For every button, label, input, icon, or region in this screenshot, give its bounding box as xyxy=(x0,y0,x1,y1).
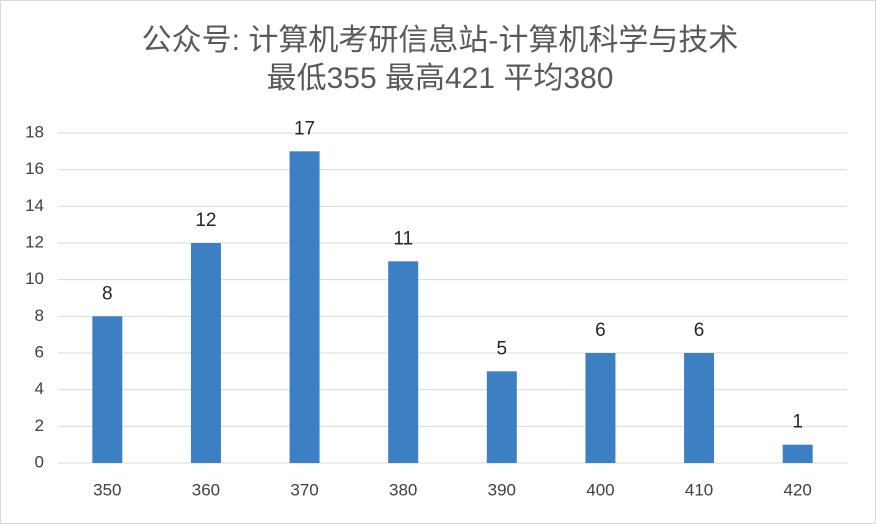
value-label: 5 xyxy=(497,338,508,359)
value-label: 12 xyxy=(195,210,216,231)
y-tick-label: 14 xyxy=(25,196,44,215)
chart-title: 公众号: 计算机考研信息站-计算机科学与技术 xyxy=(142,24,739,57)
x-tick-label: 350 xyxy=(93,480,121,499)
y-tick-label: 16 xyxy=(25,159,44,178)
bar xyxy=(92,316,123,463)
bar xyxy=(782,444,813,463)
x-tick-label: 360 xyxy=(192,480,220,499)
x-tick-label: 380 xyxy=(389,480,417,499)
value-label: 11 xyxy=(393,228,413,249)
bar xyxy=(486,371,517,463)
y-tick-label: 2 xyxy=(35,416,44,435)
chart-subtitle: 最低355 最高421 平均380 xyxy=(267,62,614,95)
y-tick-label: 0 xyxy=(35,452,44,471)
bar xyxy=(289,151,320,464)
x-tick-label: 410 xyxy=(685,480,713,499)
x-tick-label: 400 xyxy=(586,480,614,499)
bar xyxy=(684,353,715,463)
bar xyxy=(585,353,616,463)
y-tick-label: 8 xyxy=(35,306,44,325)
y-tick-label: 18 xyxy=(25,122,44,141)
y-tick-label: 4 xyxy=(35,379,44,398)
y-tick-label: 12 xyxy=(25,232,44,251)
value-label: 1 xyxy=(792,412,803,433)
y-tick-label: 10 xyxy=(25,269,44,288)
x-tick-label: 420 xyxy=(784,480,812,499)
value-label: 6 xyxy=(595,320,606,341)
y-tick-label: 6 xyxy=(35,342,44,361)
bar xyxy=(190,243,221,463)
x-tick-label: 390 xyxy=(488,480,516,499)
bar xyxy=(388,261,419,463)
value-label: 6 xyxy=(694,320,705,341)
value-label: 8 xyxy=(102,283,113,304)
x-tick-label: 370 xyxy=(290,480,318,499)
value-label: 17 xyxy=(294,118,315,139)
